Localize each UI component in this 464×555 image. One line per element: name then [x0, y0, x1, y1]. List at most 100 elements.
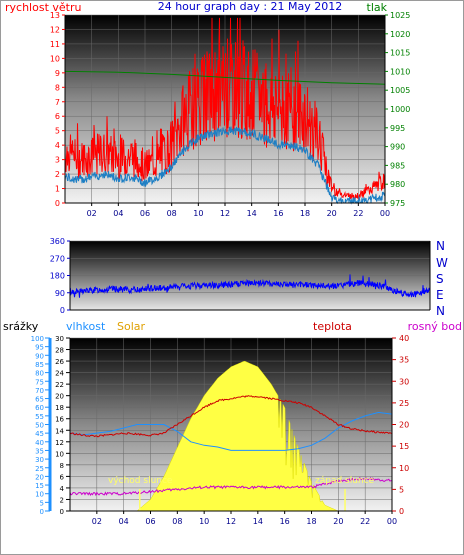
- humidity-tick-label: 14: [55, 427, 64, 435]
- precip-tick-label: 15: [35, 482, 44, 490]
- panel3-axes: 0510152025303540455055606570758085909510…: [31, 334, 410, 526]
- precip-tick-label: 65: [35, 396, 44, 404]
- x-tick-label: 22: [360, 517, 370, 526]
- precip-tick-label: 85: [35, 361, 44, 369]
- temp-tick-label: 20: [399, 421, 409, 430]
- wind-tick-label: 5: [55, 127, 60, 136]
- humidity-tick-label: 30: [55, 335, 64, 343]
- x-tick-label: 06: [140, 209, 150, 218]
- precip-tick-label: 30: [35, 456, 44, 464]
- pressure-tick-label: 985: [390, 161, 405, 170]
- humidity-tick-label: 22: [55, 381, 64, 389]
- panel2-axes: 0 90 180 270 360: [50, 237, 431, 315]
- panel3-data: [69, 360, 393, 512]
- x-tick-label: 14: [253, 517, 263, 526]
- humidity-tick-label: 20: [55, 393, 64, 401]
- sunset-annotation: západ slunce: [315, 476, 375, 486]
- precip-tick-label: 55: [35, 413, 44, 421]
- pressure-tick-label: 1020: [390, 30, 410, 39]
- precip-tick-label: 60: [35, 404, 44, 412]
- wind-tick-label: 11: [50, 40, 60, 49]
- wind-axis-title: rychlost větru: [5, 1, 81, 14]
- temp-tick-label: 10: [399, 464, 409, 473]
- wind-tick-label: 12: [50, 25, 60, 34]
- humidity-tick-label: 0: [60, 508, 64, 516]
- precip-tick-label: 95: [35, 344, 44, 352]
- precip-tick-label: 20: [35, 473, 44, 481]
- humidity-tick-label: 2: [60, 496, 64, 504]
- precip-tick-label: 25: [35, 465, 44, 473]
- pressure-axis-title: tlak: [367, 1, 388, 14]
- wind-tick-label: 6: [55, 112, 60, 121]
- humidity-tick-label: 6: [60, 473, 65, 481]
- humidity-tick-label: 18: [55, 404, 64, 412]
- x-tick-label: 20: [327, 209, 337, 218]
- precip-tick-label: 75: [35, 378, 44, 386]
- precip-tick-label: 80: [35, 370, 44, 378]
- pressure-tick-label: 1015: [390, 49, 410, 58]
- x-tick-label: 18: [300, 209, 310, 218]
- x-tick-label: 16: [280, 517, 290, 526]
- humidity-tick-label: 8: [60, 462, 64, 470]
- dir-label-n-bottom: N: [436, 304, 445, 318]
- precip-tick-label: 45: [35, 430, 44, 438]
- solar-area: [136, 360, 339, 512]
- humidity-tick-label: 12: [55, 439, 64, 447]
- precip-tick-label: 5: [40, 499, 44, 507]
- wind-tick-label: 13: [50, 11, 60, 20]
- precip-tick-label: 10: [35, 491, 44, 499]
- x-tick-label: 12: [220, 209, 230, 218]
- x-tick-label: 00: [387, 517, 397, 526]
- dewpoint-title: rosný bod: [408, 320, 462, 333]
- x-tick-label: 16: [273, 209, 283, 218]
- dewpoint-line: [69, 476, 392, 497]
- dir-tick-label: 0: [60, 306, 65, 315]
- temperature-line: [69, 395, 393, 438]
- precip-tick-label: 70: [35, 387, 44, 395]
- sunrise-annotation: východ slunce: [108, 476, 173, 486]
- temp-tick-label: 0: [399, 507, 404, 516]
- temp-tick-label: 30: [399, 377, 409, 386]
- x-tick-label: 18: [306, 517, 316, 526]
- pressure-tick-label: 1005: [390, 86, 410, 95]
- wind-tick-label: 8: [55, 83, 60, 92]
- pressure-tick-label: 975: [390, 199, 405, 208]
- wind-tick-label: 7: [55, 98, 60, 107]
- x-tick-label: 02: [87, 209, 97, 218]
- humidity-tick-label: 4: [60, 485, 65, 493]
- humidity-tick-label: 26: [55, 358, 64, 366]
- wind-tick-label: 1: [55, 185, 60, 194]
- precip-tick-label: 50: [35, 422, 44, 430]
- dir-tick-label: 360: [50, 237, 65, 246]
- panel3-grid: [70, 337, 393, 512]
- x-tick-label: 00: [380, 209, 390, 218]
- wind-tick-label: 9: [55, 69, 60, 78]
- pressure-line: [64, 70, 386, 85]
- x-tick-label: 04: [113, 209, 123, 218]
- precip-tick-label: 35: [35, 447, 44, 455]
- precip-tick-label: 100: [31, 335, 44, 343]
- wind-tick-label: 4: [55, 141, 60, 150]
- wind-line: [64, 17, 386, 200]
- dir-label-n-top: N: [436, 239, 445, 253]
- x-tick-label: 06: [145, 517, 155, 526]
- panel1-axes: 0123456789101112139759809859909951000100…: [50, 11, 411, 218]
- panel1-data: [64, 17, 386, 205]
- dir-label-s: S: [436, 272, 444, 286]
- precip-tick-label: 90: [35, 352, 44, 360]
- precip-tick-label: 0: [40, 508, 44, 516]
- precip-tick-label: 40: [35, 439, 44, 447]
- x-tick-label: 02: [92, 517, 102, 526]
- dir-label-w: W: [436, 256, 448, 270]
- humidity-tick-label: 28: [55, 347, 64, 355]
- x-tick-label: 08: [167, 209, 177, 218]
- temp-tick-label: 40: [399, 334, 409, 343]
- humidity-tick-label: 16: [55, 416, 64, 424]
- x-tick-label: 22: [353, 209, 363, 218]
- pressure-tick-label: 1010: [390, 67, 410, 76]
- chart-title: 24 hour graph day : 21 May 2012: [158, 0, 343, 13]
- wind-tick-label: 2: [55, 170, 60, 179]
- pressure-tick-label: 980: [390, 180, 405, 189]
- temp-tick-label: 15: [399, 442, 409, 451]
